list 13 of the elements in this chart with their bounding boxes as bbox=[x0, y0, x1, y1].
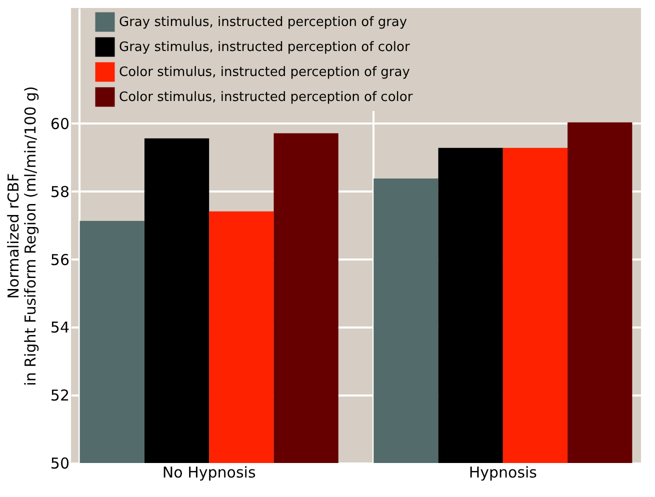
x-tick-label: No Hypnosis bbox=[162, 464, 256, 482]
y-tick-label: 60 bbox=[50, 114, 70, 133]
y-axis-title: Normalized rCBF in Right Fusiform Region (ml/min/100 g) bbox=[4, 86, 40, 386]
y-tick-label: 54 bbox=[50, 318, 70, 337]
y-tick-label: 56 bbox=[50, 250, 70, 269]
y-tick-label: 52 bbox=[50, 386, 70, 405]
legend-label: Gray stimulus, instructed perception of color bbox=[119, 40, 410, 55]
legend-label: Color stimulus, instructed perception of color bbox=[119, 90, 414, 105]
legend-label: Color stimulus, instructed perception of gray bbox=[119, 65, 410, 80]
x-tick-label: Hypnosis bbox=[468, 464, 538, 482]
y-tick-label: 50 bbox=[50, 454, 70, 472]
legend-label: Gray stimulus, instructed perception of gray bbox=[119, 15, 408, 30]
y-tick-label: 58 bbox=[50, 182, 70, 201]
